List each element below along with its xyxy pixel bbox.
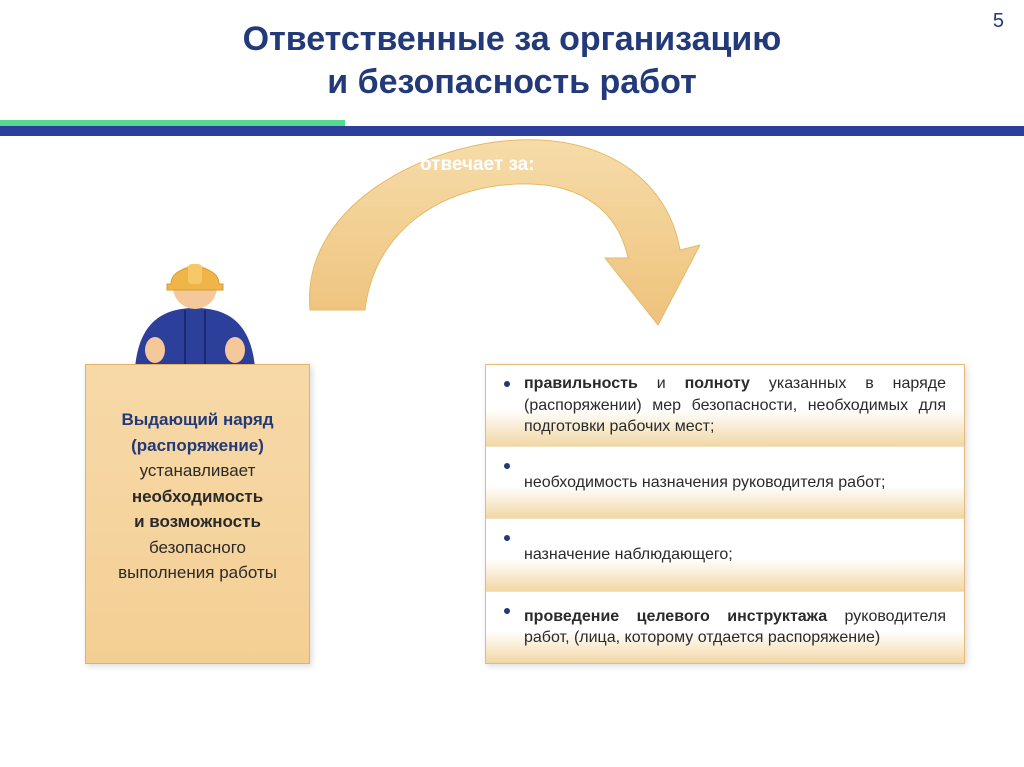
left-l3: устанавливает bbox=[100, 458, 295, 484]
bullet-icon bbox=[504, 463, 510, 469]
worker-icon bbox=[125, 250, 265, 375]
right-row-1: правильность и полноту указанных в наряд… bbox=[486, 365, 964, 447]
right-row-3: назначение наблюдающего; bbox=[486, 519, 964, 591]
bullet-icon bbox=[504, 381, 510, 387]
right-row-2: необходимость назначения руководителя ра… bbox=[486, 447, 964, 519]
r1a: правильность bbox=[524, 375, 638, 392]
page-number: 5 bbox=[993, 10, 1004, 33]
r2: необходимость назначения руководителя ра… bbox=[524, 472, 946, 494]
bullet-icon bbox=[504, 608, 510, 614]
left-l5: и возможность bbox=[134, 512, 261, 531]
bullet-icon bbox=[504, 535, 510, 541]
left-l6: безопасного выполнения работы bbox=[100, 535, 295, 586]
title-line1: Ответственные за организацию bbox=[243, 20, 782, 58]
r1c: полноту bbox=[685, 375, 750, 392]
right-row-4: проведение целевого инструктажа руководи… bbox=[486, 592, 964, 663]
left-l4: необходимость bbox=[132, 487, 263, 506]
page-title: Ответственные за организацию и безопасно… bbox=[0, 0, 1024, 103]
r1b: и bbox=[638, 375, 685, 392]
left-l2: (распоряжение) bbox=[131, 436, 264, 455]
left-card: Выдающий наряд (распоряжение) устанавлив… bbox=[85, 364, 310, 664]
left-l1: Выдающий наряд bbox=[121, 410, 273, 429]
arrow-label: отвечает за: bbox=[420, 154, 535, 176]
right-card: правильность и полноту указанных в наряд… bbox=[485, 364, 965, 664]
title-line2: и безопасность работ bbox=[327, 63, 696, 101]
r3: назначение наблюдающего; bbox=[524, 544, 946, 566]
r4a: проведение целевого инструктажа bbox=[524, 608, 827, 625]
